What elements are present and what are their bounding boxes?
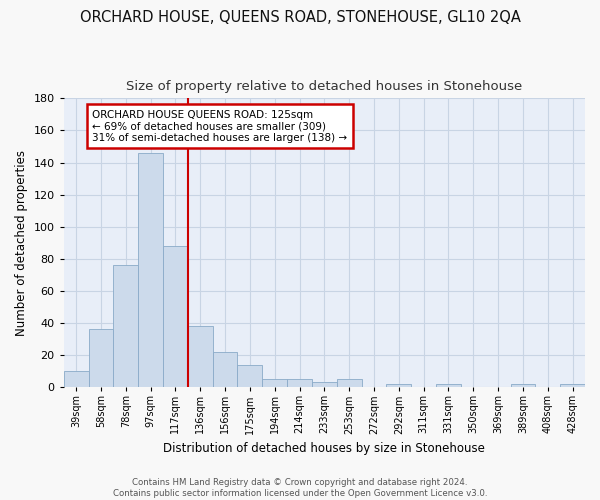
Text: ORCHARD HOUSE, QUEENS ROAD, STONEHOUSE, GL10 2QA: ORCHARD HOUSE, QUEENS ROAD, STONEHOUSE, …: [80, 10, 520, 25]
Bar: [64, 371, 89, 387]
Bar: [436, 384, 461, 387]
Bar: [312, 382, 337, 387]
Bar: [337, 379, 362, 387]
Bar: [262, 379, 287, 387]
Bar: [560, 384, 585, 387]
Bar: [188, 326, 212, 387]
Bar: [113, 265, 138, 387]
Bar: [287, 379, 312, 387]
Bar: [511, 384, 535, 387]
Bar: [238, 365, 262, 387]
Text: ORCHARD HOUSE QUEENS ROAD: 125sqm
← 69% of detached houses are smaller (309)
31%: ORCHARD HOUSE QUEENS ROAD: 125sqm ← 69% …: [92, 110, 347, 143]
Title: Size of property relative to detached houses in Stonehouse: Size of property relative to detached ho…: [126, 80, 523, 93]
Bar: [386, 384, 411, 387]
Bar: [163, 246, 188, 387]
Bar: [89, 330, 113, 387]
Y-axis label: Number of detached properties: Number of detached properties: [15, 150, 28, 336]
X-axis label: Distribution of detached houses by size in Stonehouse: Distribution of detached houses by size …: [163, 442, 485, 455]
Bar: [138, 153, 163, 387]
Text: Contains HM Land Registry data © Crown copyright and database right 2024.
Contai: Contains HM Land Registry data © Crown c…: [113, 478, 487, 498]
Bar: [212, 352, 238, 387]
